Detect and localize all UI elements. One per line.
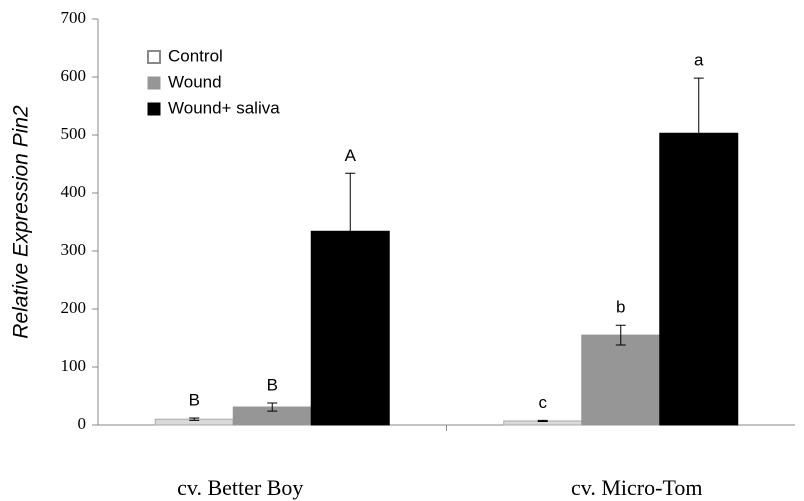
significance-letter: A xyxy=(345,146,357,165)
y-tick-label: 300 xyxy=(61,240,87,259)
error-bar xyxy=(267,402,278,412)
error-bar xyxy=(615,324,626,346)
y-tick-label: 100 xyxy=(61,356,87,375)
y-tick-label: 400 xyxy=(61,182,87,201)
y-axis-label: Relative Expression Pin2 xyxy=(10,105,33,339)
legend-label: Wound+ saliva xyxy=(168,98,280,117)
y-tick-label: 200 xyxy=(61,298,87,317)
error-bar xyxy=(345,172,356,290)
legend-swatch xyxy=(147,76,161,90)
y-tick-label: 0 xyxy=(78,414,87,433)
legend-label: Wound xyxy=(168,72,222,91)
significance-letter: b xyxy=(616,298,625,317)
legend-label: Control xyxy=(168,46,223,65)
significance-letter: a xyxy=(694,51,704,70)
x-tick-label: cv. Better Boy xyxy=(177,475,303,500)
y-tick-label: 700 xyxy=(61,8,87,27)
y-tick-label: 600 xyxy=(61,66,87,85)
y-tick-label: 500 xyxy=(61,124,87,143)
error-bar xyxy=(189,417,200,421)
error-bar xyxy=(693,77,704,189)
significance-letter: c xyxy=(539,393,548,412)
bar xyxy=(581,334,661,426)
significance-letter: B xyxy=(189,391,200,410)
legend-swatch xyxy=(147,50,161,64)
x-tick-label: cv. Micro-Tom xyxy=(571,475,702,500)
legend-swatch xyxy=(147,102,161,116)
significance-letter: B xyxy=(267,375,278,394)
error-bar xyxy=(537,419,548,423)
